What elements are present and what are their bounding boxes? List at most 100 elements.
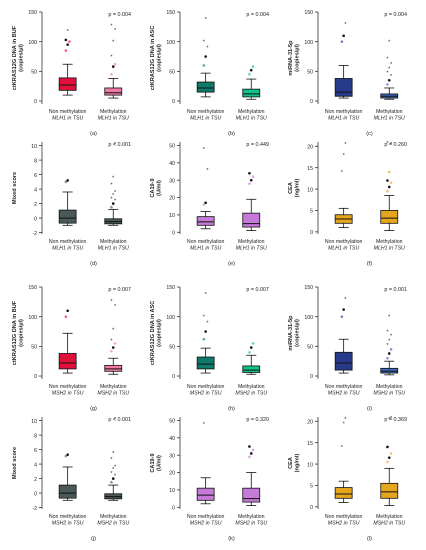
outlier-point: [66, 179, 69, 182]
outlier-point: [386, 83, 389, 86]
category-label-sub: MSH2 in TSU: [190, 391, 222, 397]
y-axis-label-line: Mixed score: [12, 172, 18, 204]
extreme-outlier: *: [112, 451, 115, 457]
box-non-methylation: *: [334, 22, 353, 99]
category-label-sub: MLH1 in TSU: [236, 246, 267, 252]
extreme-outlier: *: [114, 199, 117, 205]
panel-label: (c): [366, 131, 373, 137]
y-tick-label: 8: [34, 158, 37, 164]
extreme-outlier: *: [388, 40, 391, 46]
outlier-point: [251, 448, 255, 452]
y-tick-label: 0: [172, 230, 175, 236]
box-methylation: ****: [104, 299, 123, 375]
y-tick-label: 10: [307, 187, 313, 193]
category-label-sub: MLH1 in TSU: [52, 116, 83, 122]
category-label: Methylation: [376, 239, 403, 245]
y-tick-label: 2: [34, 202, 37, 208]
outlier-point: [204, 201, 207, 205]
box-body: [242, 365, 261, 373]
p-value: p < 0.001: [108, 417, 131, 423]
y-tick-label: 50: [307, 70, 313, 76]
outlier-point: [111, 202, 115, 205]
extreme-outlier: *: [203, 147, 206, 153]
extreme-outlier: *: [386, 330, 389, 336]
category-label: Methylation: [100, 514, 127, 520]
extreme-outlier: *: [386, 71, 389, 77]
y-tick-label: 0: [34, 216, 37, 222]
category-label: Methylation: [238, 239, 265, 245]
y-tick-label: 0: [34, 374, 37, 380]
y-tick-label: 10: [169, 488, 175, 494]
y-axis-label-line: (U/ml): [156, 180, 162, 196]
outlier-point: [113, 342, 117, 345]
extreme-outlier: *: [206, 46, 209, 52]
category-label: Methylation: [100, 239, 127, 245]
outlier-point: [387, 185, 391, 189]
box-body: [196, 356, 215, 370]
category-label-sub: MLH1 in TSU: [328, 246, 359, 252]
box-methylation: [242, 445, 261, 506]
box-non-methylation: ***: [334, 142, 353, 228]
extreme-outlier: *: [343, 421, 346, 427]
box-non-methylation: *: [196, 422, 215, 505]
y-axis-label: CEA(ng/ml): [288, 454, 300, 473]
y-axis-label-line: CA19-9: [150, 178, 156, 197]
y-axis-label-line: CA19-9: [150, 453, 156, 472]
outlier-point: [248, 445, 251, 448]
y-tick-label: 20: [307, 144, 313, 150]
y-tick-label: 0: [310, 230, 313, 236]
box-body: [196, 81, 215, 93]
outlier-point: [340, 40, 344, 43]
category-label: Methylation: [100, 109, 127, 115]
box-body: [242, 487, 261, 503]
outlier-point: [248, 171, 251, 175]
extreme-outlier: *: [110, 24, 113, 30]
extreme-outlier: *: [114, 464, 117, 470]
extreme-outlier: *: [112, 175, 115, 181]
p-value: p = 0.001: [384, 287, 407, 293]
outlier-point: [389, 452, 393, 455]
category-label: Non methylation: [187, 514, 225, 520]
box-non-methylation: [58, 179, 77, 226]
outlier-point: [389, 348, 393, 351]
y-axis-label: miRNA-31-5p(copies/µl): [288, 40, 300, 76]
extreme-outlier: *: [203, 315, 206, 321]
y-axis-label-line: (ng/ml): [294, 454, 300, 473]
category-label: Non methylation: [325, 514, 363, 520]
outlier-point: [251, 65, 255, 68]
extreme-outlier: *: [112, 328, 115, 334]
box-body: [58, 77, 77, 91]
y-axis-label-line: (copies/µl): [18, 319, 24, 347]
category-label-sub: MLH1 in TSU: [374, 116, 405, 122]
extreme-outlier: *: [390, 416, 393, 422]
outlier-point: [342, 308, 345, 311]
y-tick-label: 6: [34, 173, 37, 179]
box-body: [334, 487, 353, 499]
box-non-methylation: ***: [334, 417, 353, 503]
outlier-point: [66, 43, 69, 46]
panel-label: (i): [367, 406, 372, 412]
y-tick-label: 0: [34, 491, 37, 497]
p-value: p = 0.449: [246, 142, 269, 148]
category-label-sub: MSH2 in TSU: [97, 391, 129, 397]
p-value: p = 0.007: [246, 287, 269, 293]
outlier-point: [249, 178, 253, 182]
outlier-point: [204, 55, 207, 58]
y-axis-label-line: Mixed score: [12, 447, 18, 479]
y-tick-label: 100: [304, 40, 313, 46]
extreme-outlier: *: [114, 142, 117, 148]
outlier-point: [386, 445, 389, 449]
category-label: Methylation: [376, 514, 403, 520]
extreme-outlier: *: [114, 304, 117, 310]
outlier-point: [68, 40, 71, 43]
outlier-point: [110, 480, 113, 484]
p-value: p < 0.001: [108, 142, 131, 148]
extreme-outlier: *: [388, 66, 391, 72]
y-tick-label: 40: [169, 161, 175, 167]
extreme-outlier: *: [206, 168, 209, 174]
panel-label: (b): [228, 131, 235, 137]
outlier-point: [387, 352, 391, 355]
